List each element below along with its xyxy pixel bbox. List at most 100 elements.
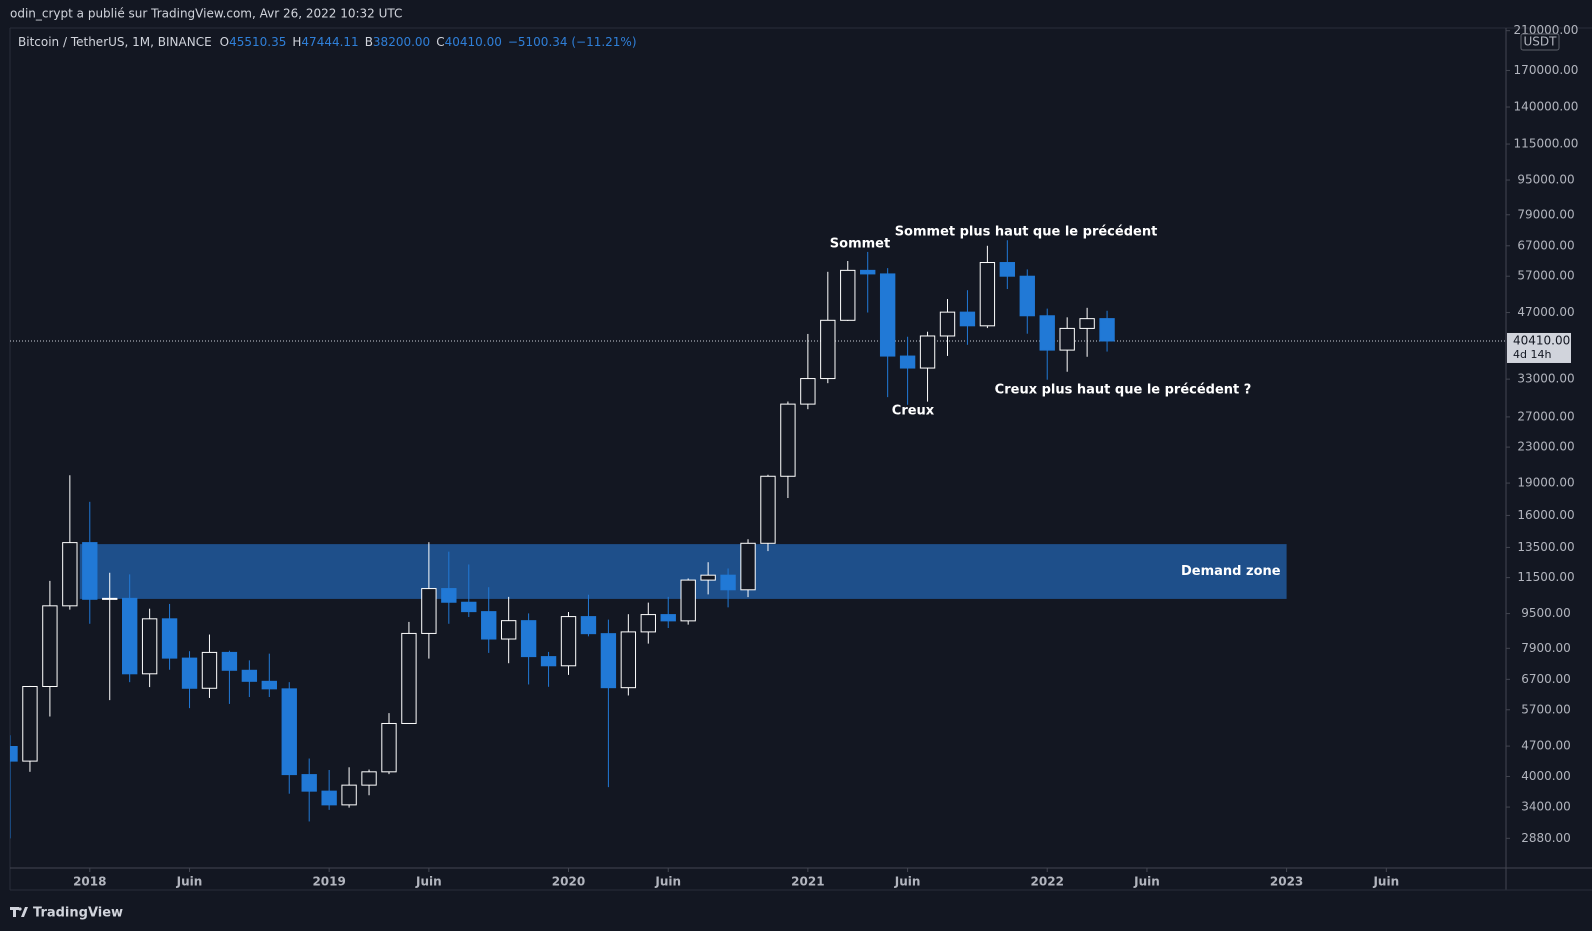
candle-body bbox=[700, 574, 716, 581]
candle-body bbox=[1059, 327, 1075, 351]
legend-item: 38200.00 bbox=[373, 35, 430, 49]
candle-body bbox=[361, 771, 377, 786]
candle-body bbox=[141, 618, 158, 675]
x-tick-label: Juin bbox=[1372, 875, 1399, 889]
price-label-box bbox=[1507, 332, 1571, 363]
x-tick-label: Juin bbox=[1133, 875, 1160, 889]
y-tick-label: 170000.00 bbox=[1514, 63, 1579, 77]
y-tick-label: 67000.00 bbox=[1517, 238, 1574, 252]
candle-body bbox=[241, 669, 258, 682]
legend: Bitcoin / TetherUS, 1M, BINANCE O45510.35… bbox=[18, 35, 637, 49]
y-tick-label: 115000.00 bbox=[1514, 137, 1579, 151]
y-tick-label: 2880.00 bbox=[1521, 831, 1571, 845]
x-tick-label: 2023 bbox=[1270, 875, 1303, 889]
zone-label: Demand zone bbox=[1181, 564, 1281, 579]
y-tick-label: 33000.00 bbox=[1517, 372, 1574, 386]
candle-body bbox=[840, 269, 856, 321]
candle-body bbox=[461, 601, 477, 613]
x-tick-label: 2019 bbox=[312, 875, 345, 889]
y-tick-label: 140000.00 bbox=[1514, 100, 1579, 114]
publisher: odin_crypt a publié sur TradingView.com,… bbox=[10, 7, 402, 21]
candle-body bbox=[1019, 275, 1035, 317]
y-tick-label: 95000.00 bbox=[1517, 173, 1574, 187]
y-tick-label: 7900.00 bbox=[1521, 641, 1571, 655]
candle-body bbox=[421, 588, 437, 634]
candle-body bbox=[640, 614, 656, 633]
legend-item: −5100.34 (−11.21%) bbox=[508, 35, 637, 49]
candle-body bbox=[500, 620, 517, 640]
candle-body bbox=[879, 273, 896, 357]
candle-body bbox=[82, 542, 98, 600]
footer-brand: TradingView bbox=[33, 906, 123, 921]
x-tick-label: Juin bbox=[415, 875, 442, 889]
candle-body bbox=[919, 335, 936, 369]
y-tick-label: 19000.00 bbox=[1517, 476, 1574, 490]
y-tick-label: 11500.00 bbox=[1517, 570, 1574, 584]
x-tick-label: 2020 bbox=[552, 875, 585, 889]
candle-body bbox=[680, 579, 696, 622]
candle-body bbox=[102, 597, 118, 600]
annotation: Creux plus haut que le précédent ? bbox=[995, 383, 1252, 398]
candle-body bbox=[660, 614, 676, 622]
candle-body bbox=[221, 651, 238, 671]
y-tick-label: 79000.00 bbox=[1517, 207, 1574, 221]
currency-box bbox=[1520, 33, 1560, 51]
candle-body bbox=[10, 745, 18, 762]
annotation: Creux bbox=[892, 404, 935, 419]
candle-body bbox=[780, 403, 796, 477]
candle-body bbox=[42, 605, 58, 688]
candle-body bbox=[620, 631, 637, 689]
y-tick-label: 6700.00 bbox=[1521, 672, 1571, 686]
candle-body bbox=[800, 378, 816, 405]
candle-body bbox=[22, 686, 38, 762]
candle-body bbox=[560, 616, 577, 667]
candle-body bbox=[181, 657, 198, 689]
x-tick-label: Juin bbox=[654, 875, 681, 889]
legend-item: B bbox=[365, 35, 373, 49]
candle-body bbox=[999, 262, 1016, 277]
candle-body bbox=[520, 620, 537, 658]
y-tick-label: 3400.00 bbox=[1521, 800, 1571, 814]
x-tick-label: 2018 bbox=[73, 875, 106, 889]
candle-body bbox=[860, 269, 876, 275]
legend-item: 40410.00 bbox=[445, 35, 502, 49]
footer-logo bbox=[10, 907, 28, 917]
candle-body bbox=[261, 680, 277, 690]
legend-item: Bitcoin / TetherUS, 1M, BINANCE bbox=[18, 35, 212, 49]
candle-body bbox=[121, 597, 138, 675]
annotation: Sommet bbox=[830, 237, 890, 252]
candle-body bbox=[820, 319, 836, 380]
y-tick-label: 27000.00 bbox=[1517, 409, 1574, 423]
legend-item: C bbox=[436, 35, 444, 49]
x-tick-label: 2022 bbox=[1031, 875, 1064, 889]
candle-body bbox=[341, 784, 357, 806]
x-tick-label: Juin bbox=[894, 875, 921, 889]
candle-body bbox=[939, 311, 956, 337]
candle-body bbox=[979, 262, 996, 327]
candle-body bbox=[381, 722, 397, 773]
candle-body bbox=[62, 542, 78, 607]
candle-body bbox=[301, 774, 317, 792]
y-tick-label: 57000.00 bbox=[1517, 269, 1574, 283]
candle-body bbox=[201, 651, 218, 689]
candle-body bbox=[281, 688, 297, 776]
candle-body bbox=[580, 616, 597, 635]
price-countdown: 4d 14h bbox=[1513, 348, 1551, 361]
legend-item: 47444.11 bbox=[301, 35, 358, 49]
y-tick-label: 5700.00 bbox=[1521, 702, 1571, 716]
price-label: 40410.00 bbox=[1513, 333, 1570, 347]
candle-body bbox=[481, 611, 497, 640]
candle-body bbox=[760, 475, 776, 544]
candle-body bbox=[441, 588, 457, 603]
currency: USDT bbox=[1524, 35, 1558, 49]
candle-body bbox=[740, 542, 756, 591]
candle-body bbox=[321, 790, 337, 806]
y-tick-label: 23000.00 bbox=[1517, 440, 1574, 454]
axes: 210000.00170000.00140000.00115000.009500… bbox=[73, 23, 1578, 888]
legend-item: H bbox=[292, 35, 301, 49]
plot bbox=[10, 240, 1506, 839]
legend-item: O bbox=[220, 35, 229, 49]
y-tick-label: 9500.00 bbox=[1521, 606, 1571, 620]
